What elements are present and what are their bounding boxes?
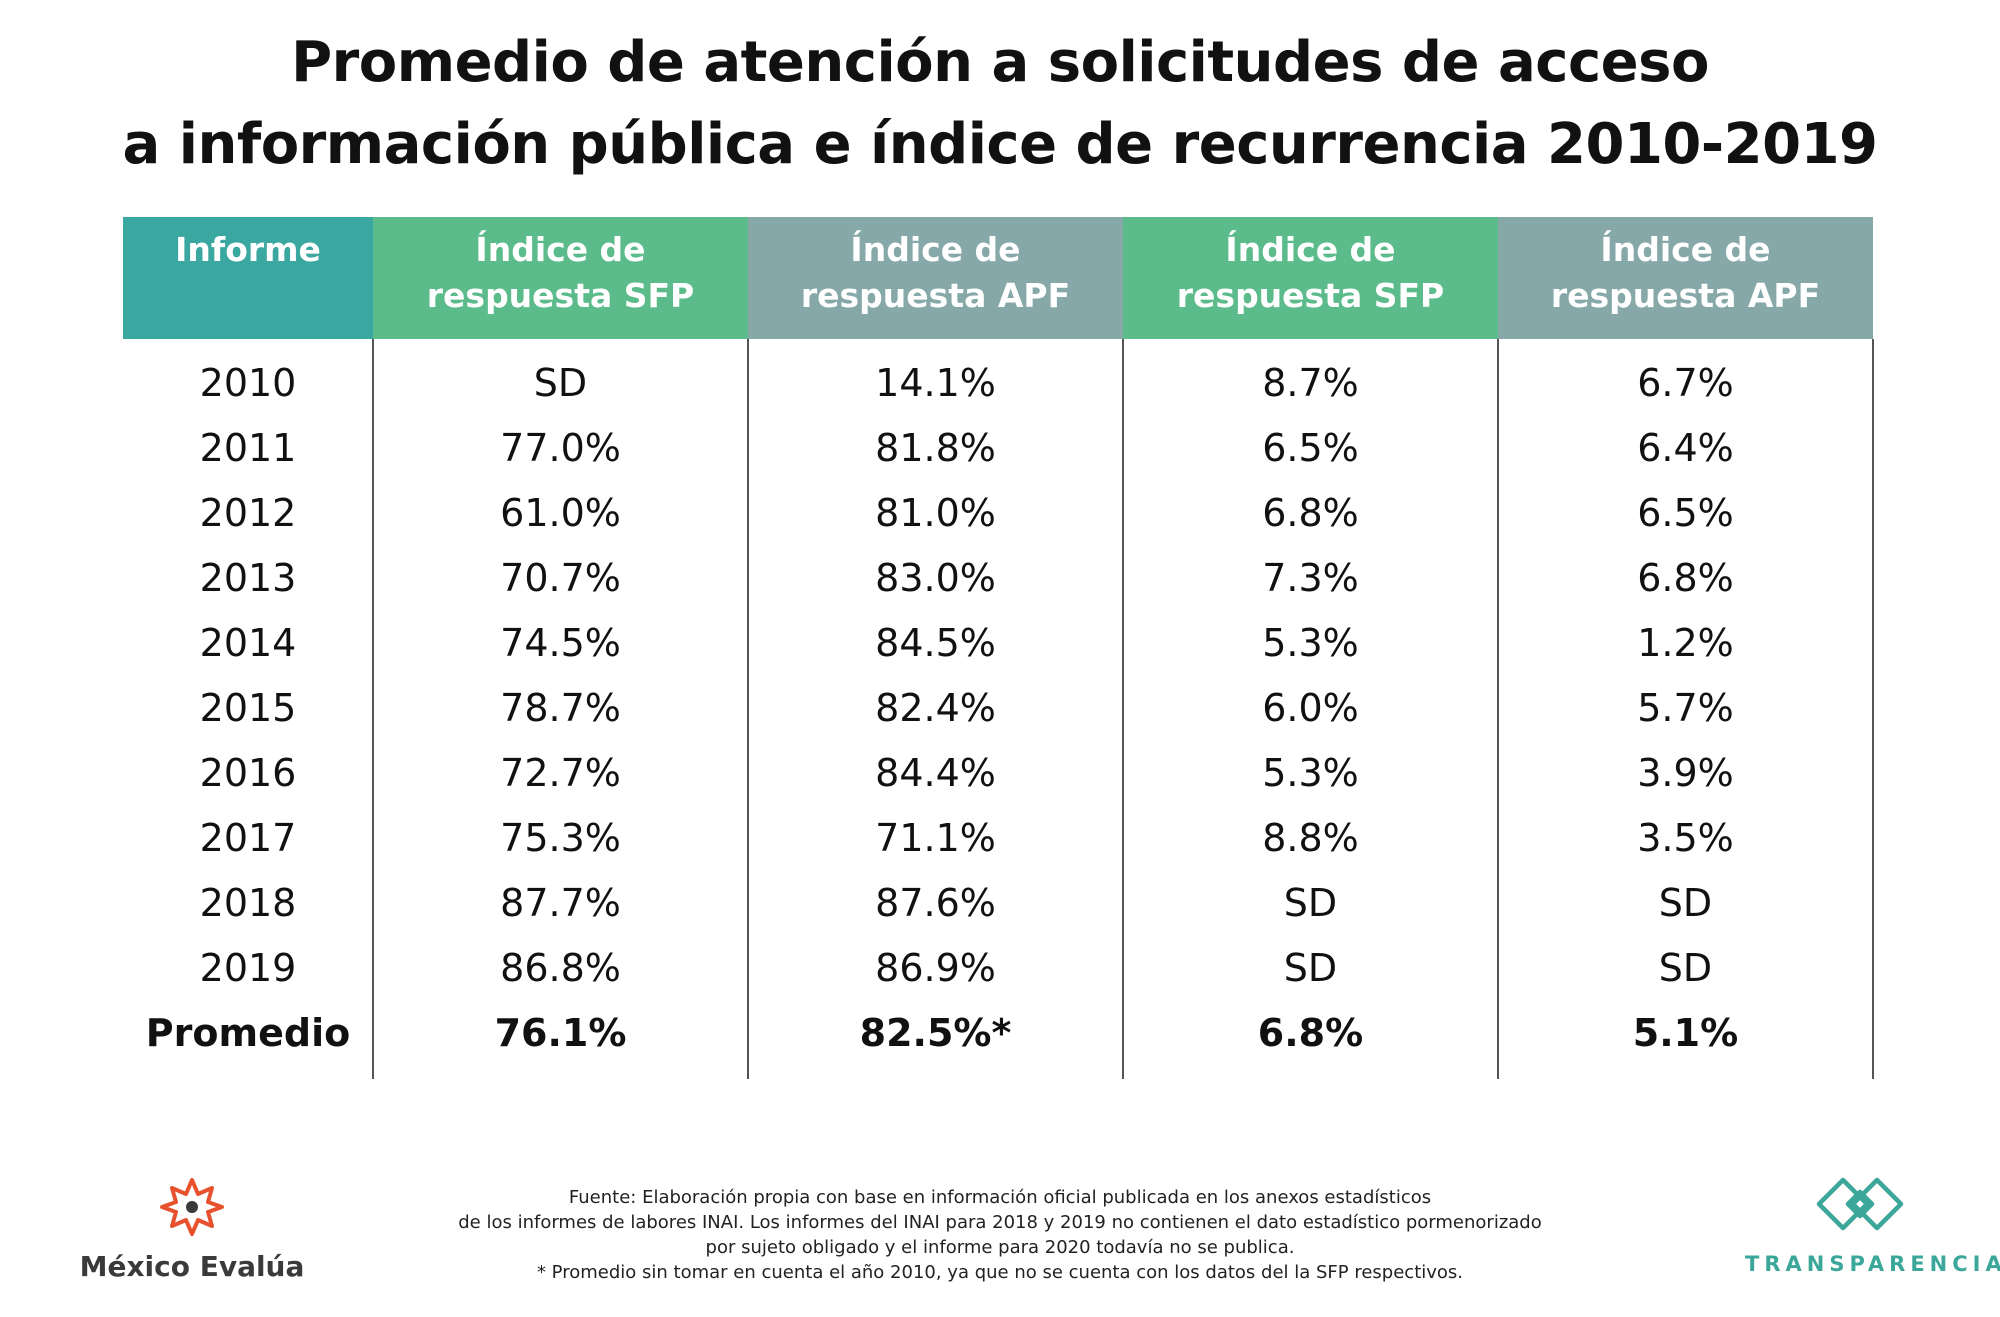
transparencia-name: TRANSPARENCIA [1745, 1252, 2000, 1276]
table-cell: 76.1% [494, 1011, 627, 1055]
mexico-evalua-logo: México Evalúa [72, 1174, 312, 1284]
table-cell: 14.1% [875, 361, 996, 405]
source-line-1: Fuente: Elaboración propia con base en i… [568, 1187, 1432, 1208]
column-divider [747, 339, 749, 1079]
transparencia-logo: TRANSPARENCIA [1745, 1172, 2000, 1282]
table-cell: 75.3% [500, 816, 621, 860]
mexico-evalua-name: México Evalúa [79, 1250, 305, 1283]
table-cell: SD [1658, 881, 1713, 925]
table-cell: 6.0% [1262, 686, 1359, 730]
table-cell: 71.1% [875, 816, 996, 860]
column-header-3: Índice de respuesta SFP [1123, 217, 1498, 339]
table-cell: 77.0% [500, 426, 621, 470]
table-body: 2010 SD 14.1% 8.7% 6.7% 2011 77.0% 81.8% 6.5% 6.4… [123, 339, 1878, 1079]
table-cell: 6.8% [1257, 1011, 1364, 1055]
column-divider [1122, 339, 1124, 1079]
table-row: 2019 86.8% 86.9% SD SD [123, 936, 1878, 1001]
source-note: Fuente: Elaboración propia con base en i… [0, 1185, 2000, 1285]
title-line-2: a información pública e índice de recurr… [122, 112, 1878, 177]
column-header-1: Índice de respuesta SFP [373, 217, 748, 339]
table-cell: 83.0% [875, 556, 996, 600]
table-row: 2013 70.7% 83.0% 7.3% 6.8% [123, 546, 1878, 611]
table-cell: 78.7% [500, 686, 621, 730]
row-label: 2013 [199, 556, 297, 600]
row-label: 2015 [199, 686, 297, 730]
table-row: 2015 78.7% 82.4% 6.0% 5.7% [123, 676, 1878, 741]
row-label: 2018 [199, 881, 297, 925]
table-row: 2010 SD 14.1% 8.7% 6.7% [123, 351, 1878, 416]
table-cell: 6.4% [1637, 426, 1734, 470]
column-header-2: Índice de respuesta APF [748, 217, 1123, 339]
table-cell: 7.3% [1262, 556, 1359, 600]
table-cell: 3.5% [1637, 816, 1734, 860]
table-cell: 86.8% [500, 946, 621, 990]
table-cell: 5.1% [1632, 1011, 1739, 1055]
table-cell: 6.5% [1637, 491, 1734, 535]
table-row: 2016 72.7% 84.4% 5.3% 3.9% [123, 741, 1878, 806]
table-cell: 1.2% [1637, 621, 1734, 665]
title-line-1: Promedio de atención a solicitudes de ac… [291, 30, 1709, 95]
mexico-evalua-star-icon [160, 1178, 224, 1236]
average-row: Promedio 76.1% 82.5%* 6.8% 5.1% [123, 1001, 1878, 1066]
chart-title: Promedio de atención a solicitudes de ac… [0, 22, 2000, 186]
table-cell: 81.8% [875, 426, 996, 470]
table-cell: 61.0% [500, 491, 621, 535]
table-cell: 81.0% [875, 491, 996, 535]
row-label: 2019 [199, 946, 297, 990]
source-line-3: por sujeto obligado y el informe para 20… [705, 1237, 1295, 1258]
table-row: 2012 61.0% 81.0% 6.8% 6.5% [123, 481, 1878, 546]
table-cell: 5.7% [1637, 686, 1734, 730]
column-header-4: Índice de respuesta APF [1498, 217, 1873, 339]
source-line-2: de los informes de labores INAI. Los inf… [458, 1212, 1542, 1233]
table-cell: 8.8% [1262, 816, 1359, 860]
transparencia-diamond-icon [1816, 1177, 1904, 1231]
column-divider [372, 339, 374, 1079]
table-cell: 82.4% [875, 686, 996, 730]
table-cell: 3.9% [1637, 751, 1734, 795]
table-cell: SD [1283, 881, 1338, 925]
row-label: 2014 [199, 621, 297, 665]
row-label: 2010 [199, 361, 297, 405]
table-cell: 5.3% [1262, 621, 1359, 665]
table-cell: SD [533, 361, 588, 405]
table-cell: 84.5% [875, 621, 996, 665]
data-table: Informe Índice de respuesta SFP Índice de re… [123, 217, 1878, 1079]
table-cell: 5.3% [1262, 751, 1359, 795]
table-cell: 6.8% [1262, 491, 1359, 535]
column-header-0: Informe [123, 217, 373, 339]
row-label: 2017 [199, 816, 297, 860]
table-row: 2014 74.5% 84.5% 5.3% 1.2% [123, 611, 1878, 676]
table-cell: 70.7% [500, 556, 621, 600]
table-cell: 6.7% [1637, 361, 1734, 405]
table-cell: 72.7% [500, 751, 621, 795]
column-divider [1497, 339, 1499, 1079]
table-cell: 8.7% [1262, 361, 1359, 405]
table-cell: 74.5% [500, 621, 621, 665]
column-divider [1872, 339, 1874, 1079]
table-cell: SD [1658, 946, 1713, 990]
row-label: 2016 [199, 751, 297, 795]
row-label: 2012 [199, 491, 297, 535]
table-cell: 6.8% [1637, 556, 1734, 600]
table-cell: 87.7% [500, 881, 621, 925]
table-row: 2018 87.7% 87.6% SD SD [123, 871, 1878, 936]
table-cell: SD [1283, 946, 1338, 990]
table-cell: 82.5%* [859, 1011, 1012, 1055]
table-row: 2011 77.0% 81.8% 6.5% 6.4% [123, 416, 1878, 481]
table-cell: 84.4% [875, 751, 996, 795]
table-cell: 87.6% [875, 881, 996, 925]
table-cell: 86.9% [875, 946, 996, 990]
table-row: 2017 75.3% 71.1% 8.8% 3.5% [123, 806, 1878, 871]
row-label: 2011 [199, 426, 297, 470]
source-line-4: * Promedio sin tomar en cuenta el año 20… [536, 1262, 1464, 1283]
table-cell: 6.5% [1262, 426, 1359, 470]
table-header-row: Informe Índice de respuesta SFP Índice de re… [123, 217, 1878, 339]
row-label: Promedio [145, 1011, 351, 1055]
